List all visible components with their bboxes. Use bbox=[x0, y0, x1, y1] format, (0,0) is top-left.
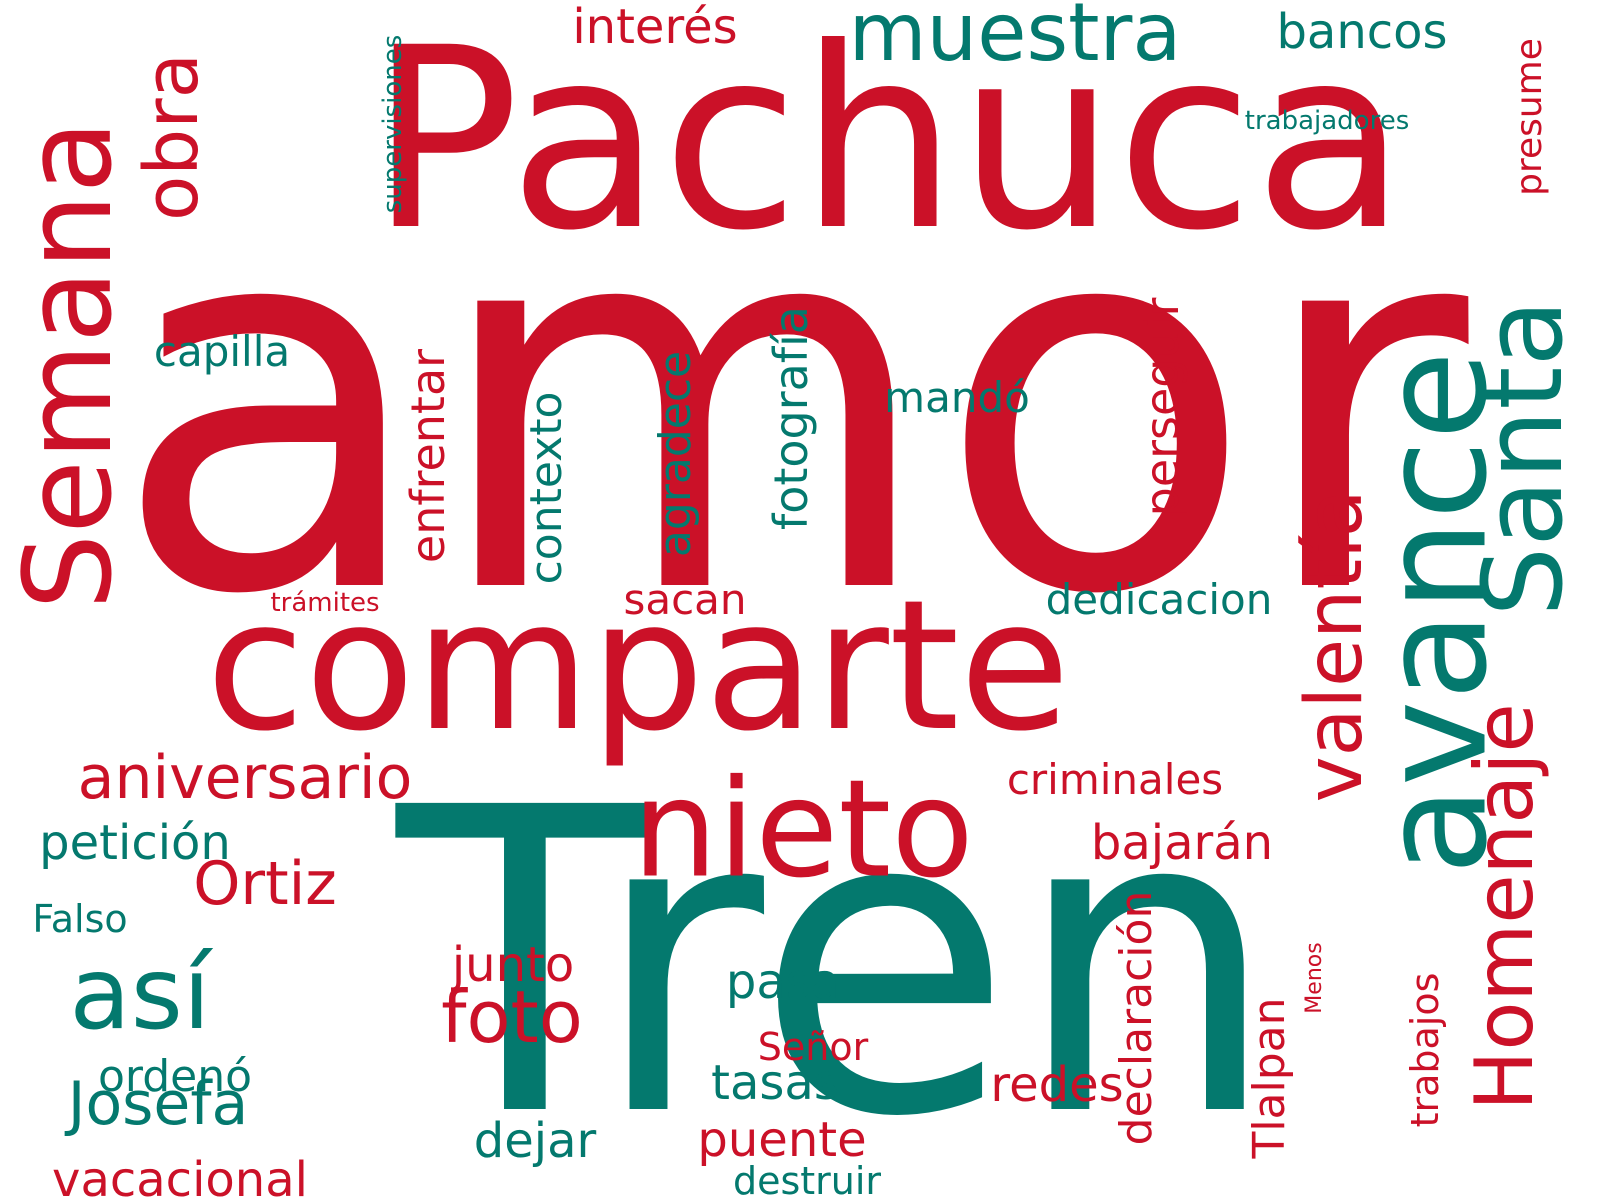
word-santa: Santa bbox=[1459, 299, 1587, 617]
word-pachuca: Pachuca bbox=[369, 0, 1407, 285]
word-enfrentar: enfrentar bbox=[401, 348, 455, 564]
word-trabajos: trabajos bbox=[1403, 972, 1447, 1128]
word-ordeno: ordenó bbox=[97, 1051, 253, 1102]
word-pasa: pasa bbox=[725, 954, 841, 1010]
word-junto: junto bbox=[451, 937, 575, 993]
word-muestra: muestra bbox=[848, 0, 1182, 79]
word-ortiz: Ortiz bbox=[193, 849, 337, 919]
word-nieto: nieto bbox=[632, 750, 974, 908]
word-peticion: petición bbox=[39, 815, 231, 871]
word-contexto: contexto bbox=[521, 391, 572, 585]
word-perseguir: perseguir bbox=[1135, 297, 1189, 517]
word-semana: Semana bbox=[0, 119, 139, 611]
word-tlalpan: Tlalpan bbox=[1244, 997, 1295, 1159]
word-puente: puente bbox=[697, 1112, 867, 1168]
word-foto: foto bbox=[441, 975, 583, 1059]
word-agradece: agradece bbox=[650, 350, 701, 558]
word-senor: Señor bbox=[757, 1025, 869, 1069]
word-supervisiones: supervisiones bbox=[378, 34, 408, 214]
word-bajaran: bajarán bbox=[1090, 815, 1274, 871]
word-menos: Menos bbox=[1302, 942, 1327, 1014]
word-tren: Tren bbox=[396, 720, 1280, 1200]
word-comparte: comparte bbox=[205, 562, 1071, 771]
word-vacacional: vacacional bbox=[52, 1152, 308, 1200]
word-destruir: destruir bbox=[732, 1159, 882, 1200]
word-tramites: trámites bbox=[270, 588, 380, 618]
word-tasas: tasas bbox=[711, 1055, 839, 1111]
word-obra: obra bbox=[129, 52, 215, 222]
word-declaracion: declaración bbox=[1111, 890, 1162, 1146]
word-falso: Falso bbox=[32, 897, 128, 941]
word-trabajadores: trabajadores bbox=[1244, 106, 1410, 136]
word-valentia: valentía bbox=[1290, 489, 1380, 803]
word-fotografia: fotografía bbox=[764, 306, 818, 530]
word-josefa: Josefa bbox=[67, 1069, 249, 1139]
word-sacan: sacan bbox=[623, 575, 747, 624]
word-mando: mandó bbox=[884, 373, 1030, 422]
word-redes: redes bbox=[990, 1057, 1124, 1113]
word-amor: amor bbox=[111, 102, 1469, 708]
word-bancos: bancos bbox=[1276, 4, 1448, 60]
word-dejar: dejar bbox=[473, 1113, 597, 1169]
word-capilla: capilla bbox=[153, 327, 291, 376]
word-interes: interés bbox=[572, 0, 738, 55]
word-criminales: criminales bbox=[1006, 755, 1224, 804]
word-homenaje: Homenaje bbox=[1458, 703, 1551, 1111]
word-dedicacion: dedicacion bbox=[1045, 575, 1273, 624]
word-asi: así bbox=[69, 935, 211, 1052]
word-aniversario: aniversario bbox=[77, 743, 413, 813]
word-presume: presume bbox=[1509, 38, 1550, 196]
